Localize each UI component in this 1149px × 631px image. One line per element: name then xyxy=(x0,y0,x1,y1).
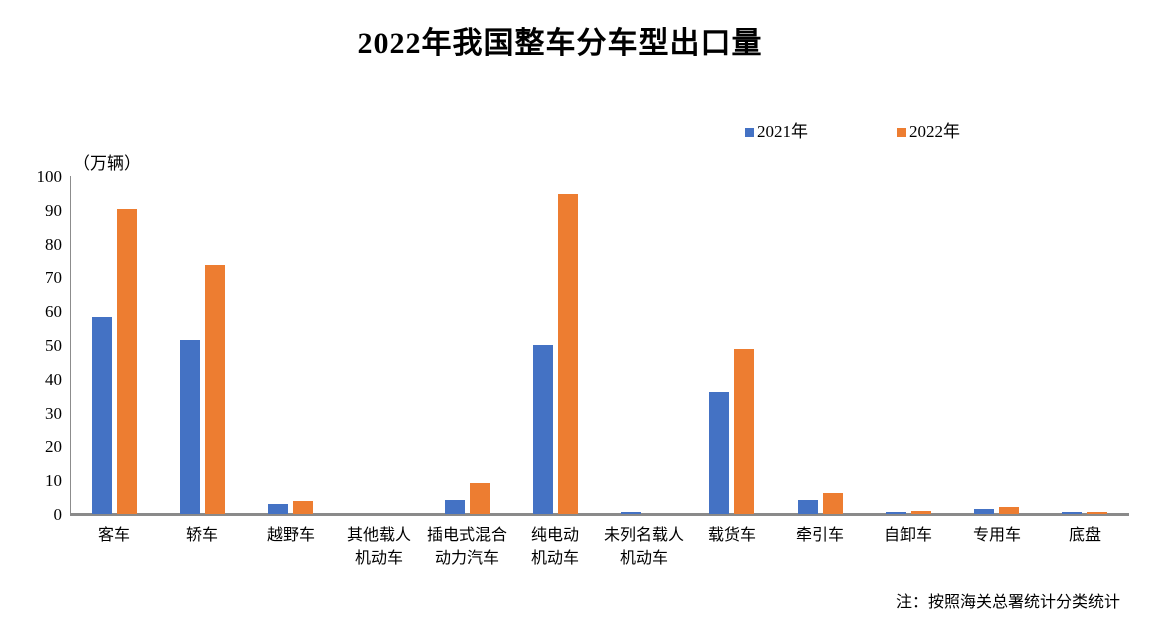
bar-2022年-纯电动机动车 xyxy=(558,194,578,514)
legend-entry-2021: 2021年 xyxy=(745,122,808,142)
y-tick-label: 70 xyxy=(45,268,62,288)
y-tick-label: 90 xyxy=(45,200,62,220)
x-category-label-牵引车: 牵引车 xyxy=(776,524,864,547)
bar-2022年-插电式混合动力汽车 xyxy=(470,483,490,514)
y-axis-unit-label: （万辆） xyxy=(73,154,141,173)
bar-2021年-客车 xyxy=(92,317,112,514)
x-category-label-line: 纯电动 xyxy=(530,527,579,544)
x-category-label-line: 机动车 xyxy=(619,550,668,567)
x-category-label-载货车: 载货车 xyxy=(688,524,776,547)
x-axis-line xyxy=(70,513,1129,516)
y-tick-label: 30 xyxy=(45,403,62,423)
bar-2021年-越野车 xyxy=(268,504,288,514)
x-category-label-line: 动力汽车 xyxy=(434,550,499,567)
x-category-label-未列名载人机动车: 未列名载人 机动车 xyxy=(600,524,688,570)
bar-2021年-底盘 xyxy=(1062,512,1082,514)
footnote: 注：按照海关总署统计分类统计 xyxy=(895,594,1120,611)
legend-swatch-2022 xyxy=(897,128,906,137)
chart-title: 2022年我国整车分车型出口量 xyxy=(357,27,763,60)
bar-2021年-插电式混合动力汽车 xyxy=(445,500,465,514)
y-tick-label: 40 xyxy=(45,369,62,389)
x-category-label-纯电动机动车: 纯电动 机动车 xyxy=(511,524,599,570)
x-category-label-line: 未列名载人 xyxy=(603,527,684,544)
x-category-label-line: 插电式混合 xyxy=(426,527,507,544)
legend-label-2021: 2021年 xyxy=(757,122,808,141)
x-category-label-line: 越野车 xyxy=(266,527,315,544)
x-category-label-轿车: 轿车 xyxy=(158,524,246,547)
legend-swatch-2021 xyxy=(745,128,754,137)
bar-2021年-载货车 xyxy=(709,392,729,514)
x-category-label-越野车: 越野车 xyxy=(247,524,335,547)
x-category-label-客车: 客车 xyxy=(70,524,158,547)
bar-2021年-专用车 xyxy=(974,509,994,514)
bar-2021年-纯电动机动车 xyxy=(533,345,553,514)
x-category-label-line: 机动车 xyxy=(354,550,403,567)
y-tick-label: 50 xyxy=(45,336,62,355)
x-category-label-line: 机动车 xyxy=(530,550,579,567)
bar-2022年-轿车 xyxy=(205,265,225,514)
bar-2022年-底盘 xyxy=(1087,512,1107,514)
bar-2021年-牵引车 xyxy=(798,500,818,514)
x-category-label-自卸车: 自卸车 xyxy=(864,524,952,547)
x-category-label-line: 牵引车 xyxy=(795,527,844,544)
x-category-label-line: 载货车 xyxy=(707,527,756,544)
bar-2021年-未列名载人机动车 xyxy=(621,512,641,514)
x-category-label-line: 其他载人 xyxy=(346,527,411,544)
x-category-label-line: 专用车 xyxy=(972,527,1021,544)
bar-2022年-自卸车 xyxy=(911,511,931,514)
x-category-label-line: 自卸车 xyxy=(883,527,932,544)
y-tick-label: 10 xyxy=(45,471,62,491)
bar-2021年-自卸车 xyxy=(886,512,906,514)
y-tick-label: 60 xyxy=(45,302,62,322)
x-category-label-插电式混合动力汽车: 插电式混合 动力汽车 xyxy=(423,524,511,570)
legend-label-2022: 2022年 xyxy=(909,122,960,141)
bar-2022年-专用车 xyxy=(999,507,1019,514)
x-category-label-底盘: 底盘 xyxy=(1041,524,1129,547)
y-tick-label: 80 xyxy=(45,234,62,254)
bar-2021年-轿车 xyxy=(180,340,200,514)
bar-2022年-越野车 xyxy=(293,501,313,514)
y-tick-label: 100 xyxy=(36,167,63,186)
bar-2022年-牵引车 xyxy=(823,493,843,514)
x-category-label-line: 客车 xyxy=(97,527,130,544)
y-tick-label: 0 xyxy=(53,505,63,524)
bar-2022年-客车 xyxy=(117,209,137,514)
bar-2022年-载货车 xyxy=(734,349,754,514)
x-category-label-其他载人机动车: 其他载人 机动车 xyxy=(335,524,423,570)
x-category-label-专用车: 专用车 xyxy=(953,524,1041,547)
legend-entry-2022: 2022年 xyxy=(897,122,960,142)
x-category-label-line: 底盘 xyxy=(1068,527,1101,544)
x-category-label-line: 轿车 xyxy=(185,527,218,544)
y-axis-line xyxy=(70,176,71,514)
y-tick-label: 20 xyxy=(45,437,62,457)
